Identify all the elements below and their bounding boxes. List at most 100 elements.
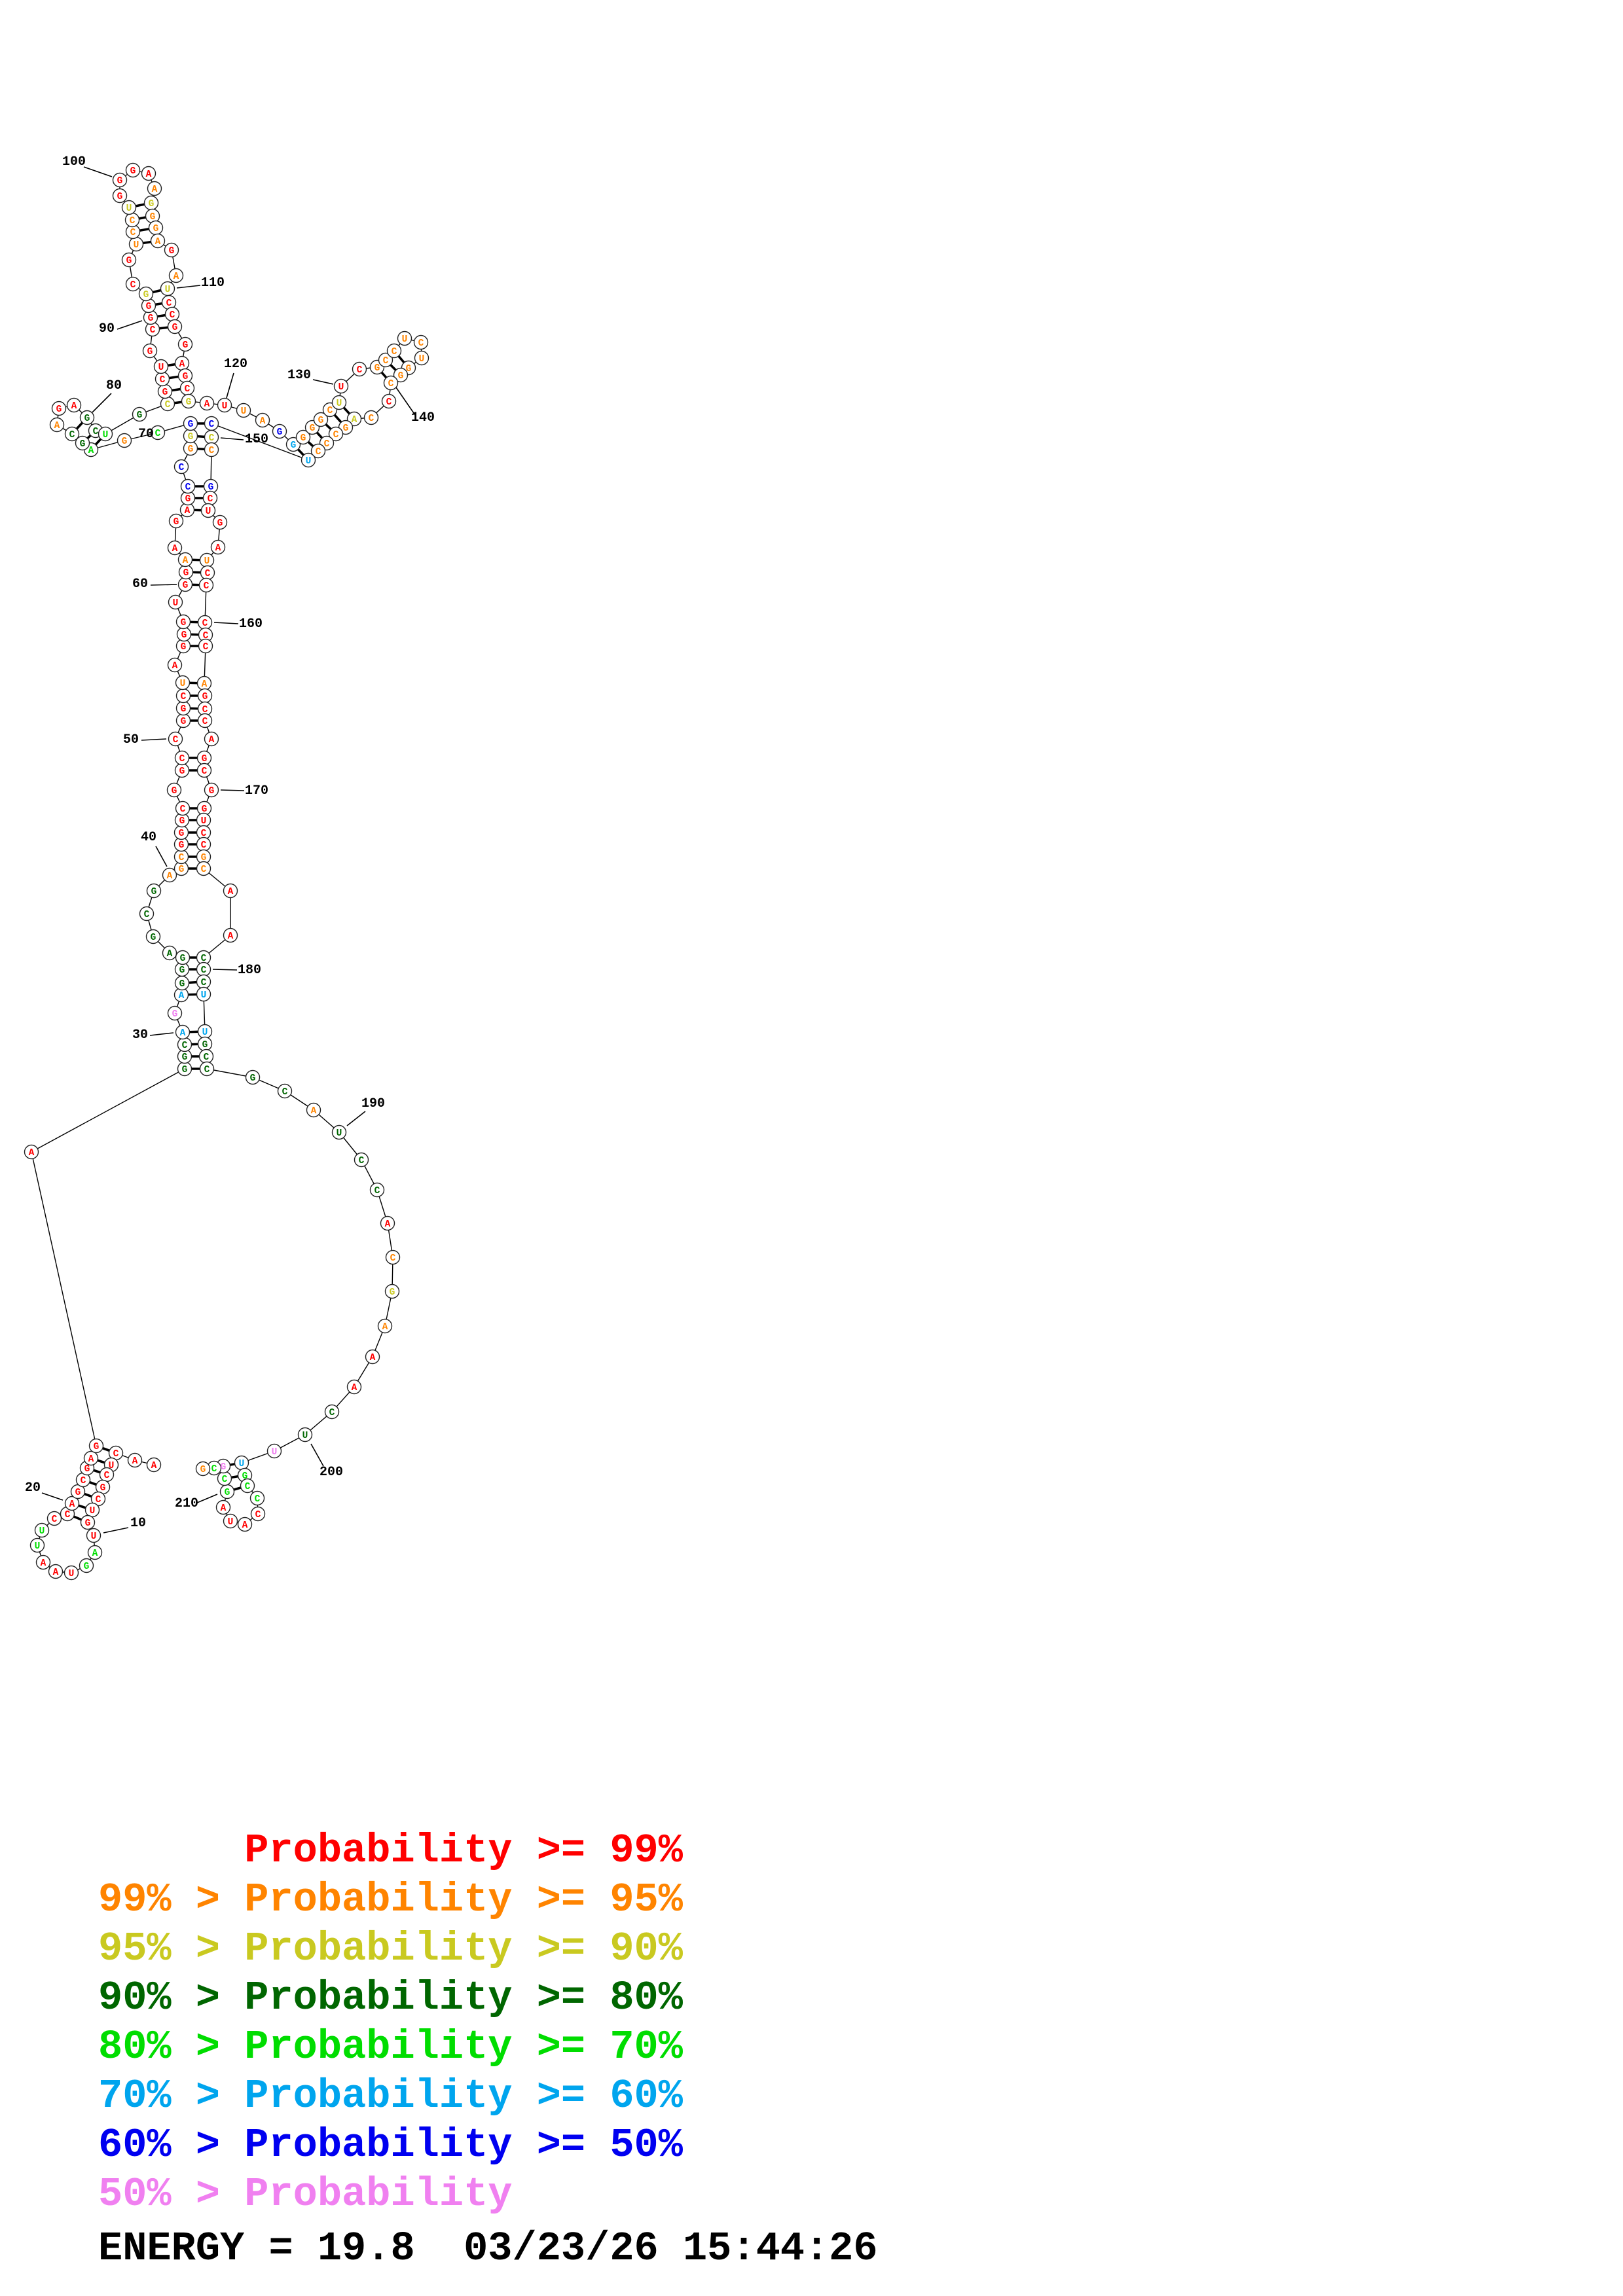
nucleotide-circle: [397, 331, 412, 346]
nucleotide-letter: C: [180, 804, 186, 815]
label-tick: [83, 166, 113, 177]
nucleotide-circle: [48, 1564, 64, 1579]
nucleotide-letter: C: [282, 1087, 288, 1098]
nucleotide-circle: [64, 1565, 79, 1581]
nucleotide-circle: [177, 552, 193, 567]
position-label: 90: [99, 321, 115, 336]
nucleotide-letter: G: [84, 1464, 90, 1475]
nucleotide-letter: U: [134, 240, 139, 251]
nucleotide-circle: [51, 401, 67, 416]
nucleotide-circle: [255, 412, 270, 428]
nucleotide-letter: C: [204, 581, 210, 592]
nucleotide-letter: C: [182, 1041, 188, 1051]
nucleotide-circle: [199, 1061, 215, 1077]
nucleotide-letter: G: [181, 717, 187, 727]
nucleotide-letter: C: [65, 1510, 71, 1520]
nucleotide-circle: [223, 927, 238, 943]
nucleotide-letter: A: [183, 556, 189, 566]
nucleotide-circle: [127, 1452, 143, 1468]
nucleotide-circle: [237, 1516, 253, 1532]
nucleotide-letter: G: [169, 246, 175, 257]
energy-readout: ENERGY = 19.8 03/23/26 15:44:26: [98, 2225, 878, 2272]
nucleotide-letter: G: [250, 1073, 256, 1084]
nucleotide-letter: G: [179, 816, 185, 827]
nucleotide-circle: [196, 986, 211, 1002]
nucleotide-letter: U: [222, 401, 228, 412]
nucleotide-letter: C: [52, 1515, 58, 1525]
nucleotide-letter: G: [185, 494, 191, 505]
nucleotide-circle: [175, 675, 191, 691]
nucleotide-letter: G: [201, 853, 207, 863]
nucleotide-letter: U: [201, 816, 207, 827]
nucleotide-letter: C: [165, 400, 171, 410]
nucleotide-letter: C: [255, 1510, 261, 1520]
legend-row: 60% > Probability >= 50%: [98, 2122, 683, 2168]
nucleotide-circle: [167, 1005, 183, 1021]
nucleotide-circle: [98, 426, 113, 442]
nucleotide-letter: C: [81, 1476, 86, 1486]
nucleotide-letter: G: [318, 416, 324, 426]
backbone-segment: [206, 1068, 253, 1078]
nucleotide-letter: A: [180, 1028, 186, 1039]
nucleotide-circle: [414, 350, 429, 366]
nucleotide-letter: G: [56, 404, 62, 415]
nucleotide-letter: G: [172, 1009, 178, 1020]
nucleotide-letter: A: [53, 1568, 59, 1578]
nucleotide-letter: U: [39, 1526, 45, 1537]
nucleotide-circle: [199, 395, 215, 411]
position-label: 110: [201, 276, 225, 291]
nucleotide-circle: [328, 426, 344, 442]
nucleotide-circle: [146, 883, 162, 899]
nucleotide-circle: [386, 343, 402, 359]
nucleotide-letter: G: [173, 517, 179, 528]
label-tick: [212, 969, 238, 971]
nucleotide-circle: [75, 435, 90, 451]
nucleotide-circle: [266, 1443, 282, 1459]
nucleotide-circle: [64, 1496, 80, 1511]
nucleotide-letter: C: [96, 1495, 101, 1505]
basepair-lines: [67, 202, 410, 1524]
position-label: 160: [239, 617, 263, 632]
nucleotide-letter: C: [209, 433, 215, 444]
nucleotide-letter: G: [179, 979, 185, 990]
nucleotide-circle: [393, 367, 409, 383]
nucleotide-letter: G: [181, 704, 187, 715]
nucleotide-letter: G: [151, 887, 157, 897]
nucleotide-circle: [181, 393, 196, 409]
nucleotide-letter: A: [370, 1353, 376, 1363]
nucleotide-letter: U: [239, 1459, 245, 1469]
nucleotide-letter: C: [386, 397, 392, 408]
position-label: 10: [130, 1516, 146, 1531]
nucleotide-letter: G: [148, 314, 154, 324]
nucleotide-letter: G: [200, 1465, 206, 1475]
nucleotide-letter: A: [242, 1520, 248, 1531]
nucleotide-letter: A: [172, 544, 178, 554]
nucleotide-letter: A: [215, 543, 221, 554]
label-tick: [149, 1032, 174, 1036]
nucleotide-letter: C: [327, 406, 333, 416]
nucleotide-circle: [138, 286, 154, 302]
nucleotide-letter: G: [150, 212, 156, 223]
legend-row: 95% > Probability >= 90%: [98, 1926, 683, 1972]
label-tick: [220, 789, 245, 791]
nucleotide-letter: A: [352, 415, 357, 425]
nucleotide-letter: U: [173, 598, 179, 609]
nucleotide-circle: [365, 1349, 380, 1365]
nucleotide-letter: A: [155, 237, 161, 247]
nucleotide-letter: C: [201, 840, 207, 851]
nucleotide-letter: G: [217, 518, 223, 529]
nucleotide-letter: G: [374, 363, 380, 374]
nucleotide-letter: C: [160, 375, 166, 386]
nucleotide-circle: [331, 1124, 347, 1140]
label-tick: [310, 1443, 324, 1467]
nucleotide-letter: C: [185, 482, 191, 493]
nucleotide-letter: U: [306, 456, 312, 467]
nucleotide-letter: G: [181, 630, 187, 641]
nucleotide-circle: [162, 867, 177, 883]
nucleotide-letter: C: [179, 754, 185, 764]
nucleotide-circle: [173, 459, 189, 475]
nucleotide-letter: C: [202, 705, 208, 715]
nucleotide-letter: G: [202, 804, 208, 815]
nucleotide-circle: [217, 397, 232, 413]
